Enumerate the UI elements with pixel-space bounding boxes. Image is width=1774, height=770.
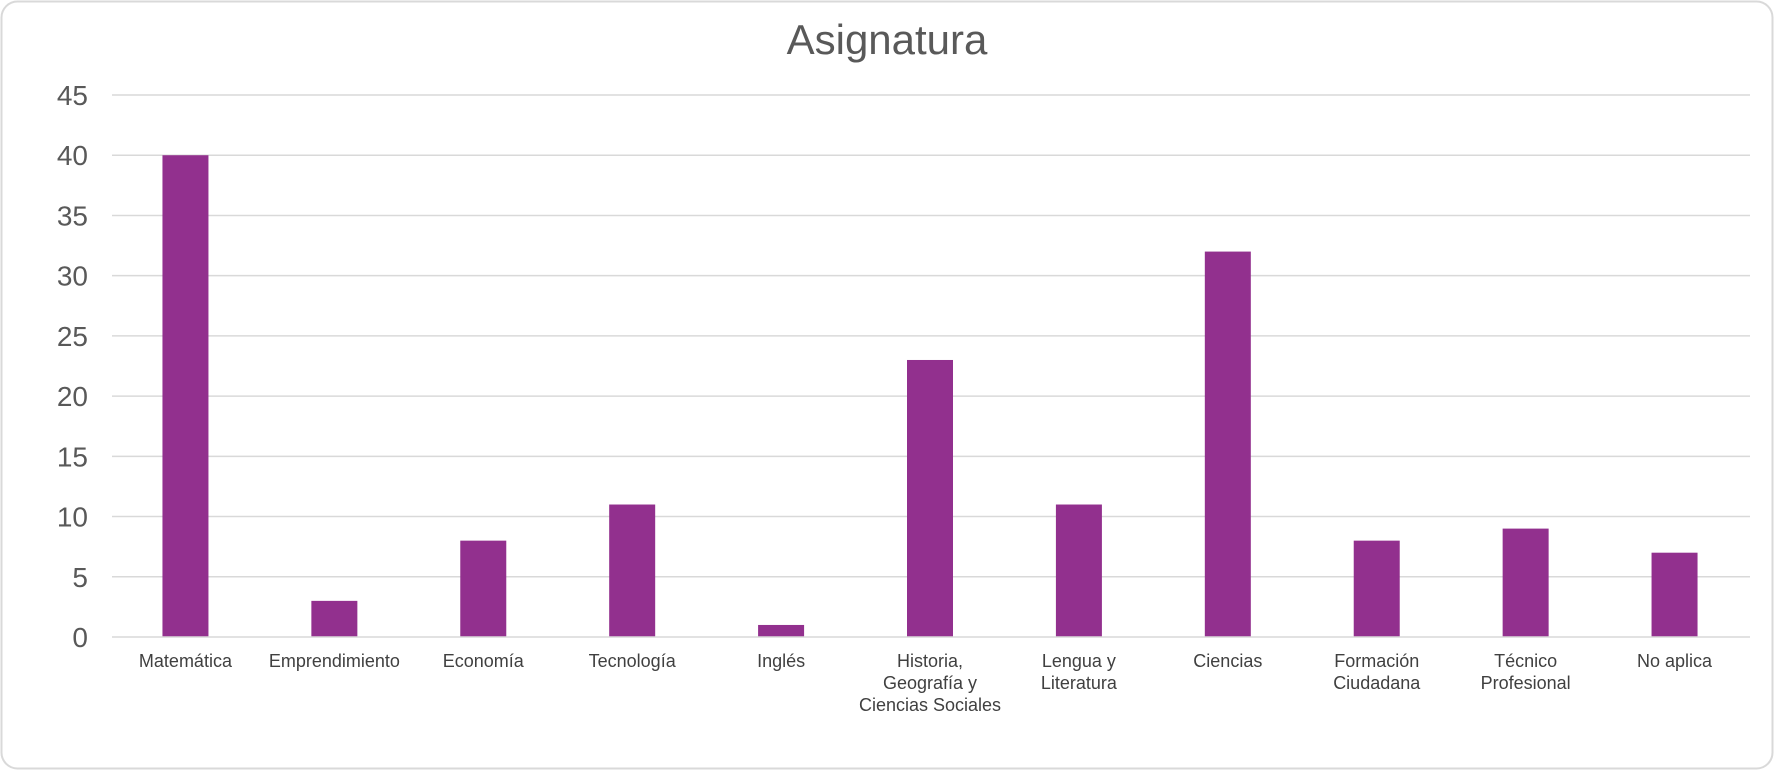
y-tick-label: 30: [57, 261, 88, 292]
x-tick-label-line: Historia,: [897, 651, 963, 671]
x-tick-label-line: Geografía y: [883, 673, 977, 693]
y-tick-label: 40: [57, 140, 88, 171]
x-tick-label: Inglés: [757, 651, 805, 671]
x-tick-label-line: Ciudadana: [1333, 673, 1421, 693]
x-tick-label: Tecnología: [589, 651, 677, 671]
x-tick-label: Formación Ciudadana: [1333, 651, 1421, 693]
bar: [1502, 528, 1549, 637]
y-tick-label: 5: [72, 562, 88, 593]
x-tick-label: No aplica: [1637, 651, 1713, 671]
bar: [1353, 540, 1400, 637]
x-tick-label: Lengua y Literatura: [1041, 651, 1118, 693]
x-tick-label-line: Formación: [1334, 651, 1419, 671]
x-tick-label-line: Inglés: [757, 651, 805, 671]
x-tick-label: Técnico Profesional: [1481, 651, 1571, 693]
x-tick-label-line: Técnico: [1494, 651, 1557, 671]
x-tick-label-line: Lengua y: [1042, 651, 1116, 671]
x-tick-label-line: Profesional: [1481, 673, 1571, 693]
y-tick-label: 0: [72, 622, 88, 653]
y-tick-label: 25: [57, 321, 88, 352]
bar: [1055, 504, 1102, 637]
bar: [1651, 552, 1698, 637]
x-tick-label-line: Economía: [443, 651, 525, 671]
y-tick-label: 35: [57, 200, 88, 231]
x-tick-label: Historia, Geografía y Ciencias Sociales: [859, 651, 1001, 715]
x-tick-label: Economía: [443, 651, 525, 671]
x-tick-label: Ciencias: [1193, 651, 1262, 671]
y-tick-label: 20: [57, 381, 88, 412]
x-axis-ticks: Matemática Emprendimiento Economía Tecnolog…: [139, 651, 1713, 715]
bar: [311, 600, 358, 637]
y-tick-label: 45: [57, 80, 88, 111]
y-tick-label: 10: [57, 502, 88, 533]
x-tick-label-line: Matemática: [139, 651, 233, 671]
bar: [758, 624, 805, 637]
y-tick-label: 15: [57, 441, 88, 472]
x-tick-label-line: Emprendimiento: [269, 651, 400, 671]
bar: [1204, 251, 1251, 638]
bar: [609, 504, 656, 637]
x-tick-label-line: Literatura: [1041, 673, 1118, 693]
x-tick-label-line: Ciencias: [1193, 651, 1262, 671]
chart-title: Asignatura: [787, 16, 988, 63]
x-tick-label-line: No aplica: [1637, 651, 1713, 671]
bar: [460, 540, 507, 637]
bar: [907, 359, 953, 637]
bar: [162, 155, 209, 637]
x-tick-label: Emprendimiento: [269, 651, 400, 671]
x-tick-label-line: Ciencias Sociales: [859, 695, 1001, 715]
x-tick-label-line: Tecnología: [589, 651, 677, 671]
y-axis-ticks: 0 5 10 15 20 25 30 35 40 45: [57, 80, 88, 653]
x-tick-label: Matemática: [139, 651, 233, 671]
bars: [162, 155, 1698, 638]
